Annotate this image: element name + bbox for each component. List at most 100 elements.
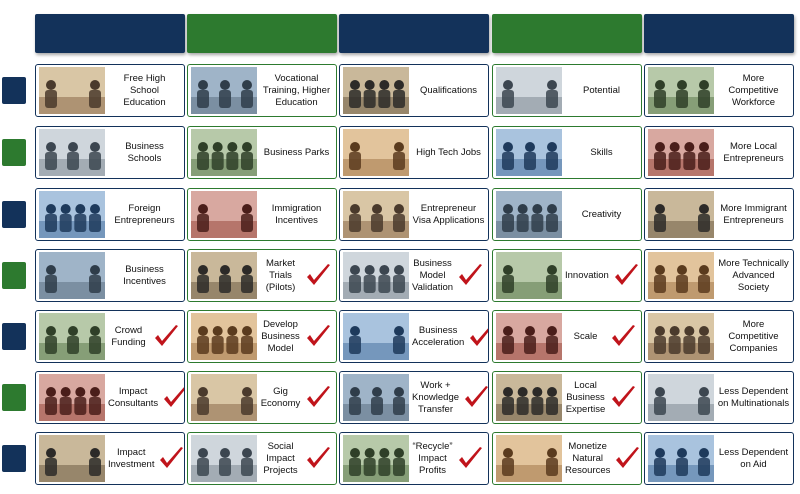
cell-activities-3: Immigration Incentives (187, 188, 337, 241)
cell-outcomes-3: Creativity (492, 188, 642, 241)
cell-label: Qualifications (419, 84, 478, 96)
cell-label: Work + Knowledge Transfer (412, 379, 460, 415)
cell-impact-4: More Technically Advanced Society (644, 249, 794, 302)
cell-impact-6: Less Dependent on Multinationals (644, 371, 794, 424)
cell-impact-5: More Competitive Companies (644, 310, 794, 363)
cell-inputs-2: Business Schools (35, 126, 185, 179)
cell-label: Crowd Funding (111, 324, 146, 348)
cell-label: Market Trials (Pilots) (265, 257, 296, 293)
cell-label: Entrepreneur Visa Applications (412, 202, 485, 226)
cell-label: Develop Business Model (261, 318, 300, 354)
cell-label: High Tech Jobs (416, 146, 481, 158)
cell-impact-2: More Local Entrepreneurs (644, 126, 794, 179)
cell-activities-7: Social Impact Projects (187, 432, 337, 485)
cell-label: Potential (583, 84, 620, 96)
cell-label: Business Model Validation (412, 257, 454, 293)
column-header-inputs (35, 14, 185, 53)
cell-outputs-2: High Tech Jobs (339, 126, 489, 179)
cell-label: Impact Consultants (108, 385, 159, 409)
checkmark-icon (609, 384, 637, 412)
cell-label: “Recycle” Impact Profits (412, 440, 453, 476)
rocket-businessman-icon (343, 313, 409, 360)
checkmark-icon (161, 384, 184, 412)
row-number-7 (2, 445, 26, 472)
cell-activities-6: Gig Economy (187, 371, 337, 424)
row-number-1 (2, 77, 26, 104)
row-number-6 (2, 384, 26, 411)
column-header-outcomes (492, 14, 642, 53)
cell-outputs-1: Qualifications (339, 64, 489, 117)
cell-outputs-4: Business Model Validation (339, 249, 489, 302)
cell-outputs-5: Business Acceleration (339, 310, 489, 363)
consultants-meeting-photo (39, 374, 105, 421)
checkmark-icon (467, 323, 488, 351)
checkmark-icon (456, 445, 484, 473)
cell-label: Impact Investment (108, 446, 155, 470)
flowchart-blocks-icon (191, 313, 257, 360)
tablet-cityscape-photo (648, 252, 714, 299)
column-header-activities (187, 14, 337, 53)
students-books-photo (39, 67, 105, 114)
checkmark-icon (462, 384, 488, 412)
cell-activities-1: Vocational Training, Higher Education (187, 64, 337, 117)
lab-technician-photo (343, 129, 409, 176)
graduates-photo (343, 67, 409, 114)
cell-activities-2: Business Parks (187, 126, 337, 179)
cell-label: More Competitive Workforce (728, 72, 779, 108)
row-number-4 (2, 262, 26, 289)
checkmark-icon (304, 445, 332, 473)
cell-label: Gig Economy (260, 385, 301, 409)
checkmark-icon (157, 445, 184, 473)
cell-activities-5: Develop Business Model (187, 310, 337, 363)
row-number-2 (2, 139, 26, 166)
knowledge-transfer-heads-icon (343, 374, 409, 421)
cell-outcomes-1: Potential (492, 64, 642, 117)
cell-label: Less Dependent on Multinationals (717, 385, 790, 409)
crowd-to-person-icon (39, 313, 105, 360)
office-building-photo (191, 129, 257, 176)
checkmark-icon (304, 262, 332, 290)
row-number-3 (2, 201, 26, 228)
african-businessman-photo (496, 374, 562, 421)
cell-label: More Competitive Companies (728, 318, 779, 354)
cell-outputs-3: Entrepreneur Visa Applications (339, 188, 489, 241)
farmer-aid-photo (648, 435, 714, 482)
cell-label: Less Dependent on Aid (718, 446, 789, 470)
creative-people-icons (496, 191, 562, 238)
businesswoman-photo (648, 129, 714, 176)
cell-label: More Immigrant Entrepreneurs (720, 202, 787, 226)
cell-outputs-7: “Recycle” Impact Profits (339, 432, 489, 485)
checkmark-icon (612, 262, 640, 290)
cell-label: Monetize Natural Resources (565, 440, 611, 476)
globe-wildlife-collage (496, 435, 562, 482)
cell-label: More Technically Advanced Society (718, 257, 789, 293)
tree-of-hands-icon (191, 435, 257, 482)
cell-label: Innovation (565, 269, 609, 281)
workshop-training-photo (191, 67, 257, 114)
checkmark-icon (304, 384, 332, 412)
checkmark-icon (613, 445, 641, 473)
world-landmarks-collage (39, 191, 105, 238)
checkmark-icon (456, 262, 484, 290)
checkmark-icon (609, 323, 637, 351)
business-people-icons (648, 313, 714, 360)
cell-outcomes-4: Innovation (492, 249, 642, 302)
brain-lightbulb-gear-icon (496, 252, 562, 299)
cell-outcomes-6: Local Business Expertise (492, 371, 642, 424)
classroom-photo (39, 129, 105, 176)
cell-label: Local Business Expertise (565, 379, 606, 415)
column-header-outputs (339, 14, 489, 53)
coins-plant-photo (39, 435, 105, 482)
cell-inputs-5: Crowd Funding (35, 310, 185, 363)
cell-label: Immigration Incentives (271, 202, 322, 226)
growth-arrow-person-icon (496, 313, 562, 360)
target-money-icon (343, 252, 409, 299)
checkmark-icon (152, 323, 180, 351)
cell-label: Foreign Entrepreneurs (114, 202, 175, 226)
cell-label: Free High School Education (123, 72, 166, 108)
handshake-figures-photo (191, 374, 257, 421)
cell-impact-1: More Competitive Workforce (644, 64, 794, 117)
cell-impact-3: More Immigrant Entrepreneurs (644, 188, 794, 241)
gear-dollar-icon (39, 252, 105, 299)
cell-impact-7: Less Dependent on Aid (644, 432, 794, 485)
